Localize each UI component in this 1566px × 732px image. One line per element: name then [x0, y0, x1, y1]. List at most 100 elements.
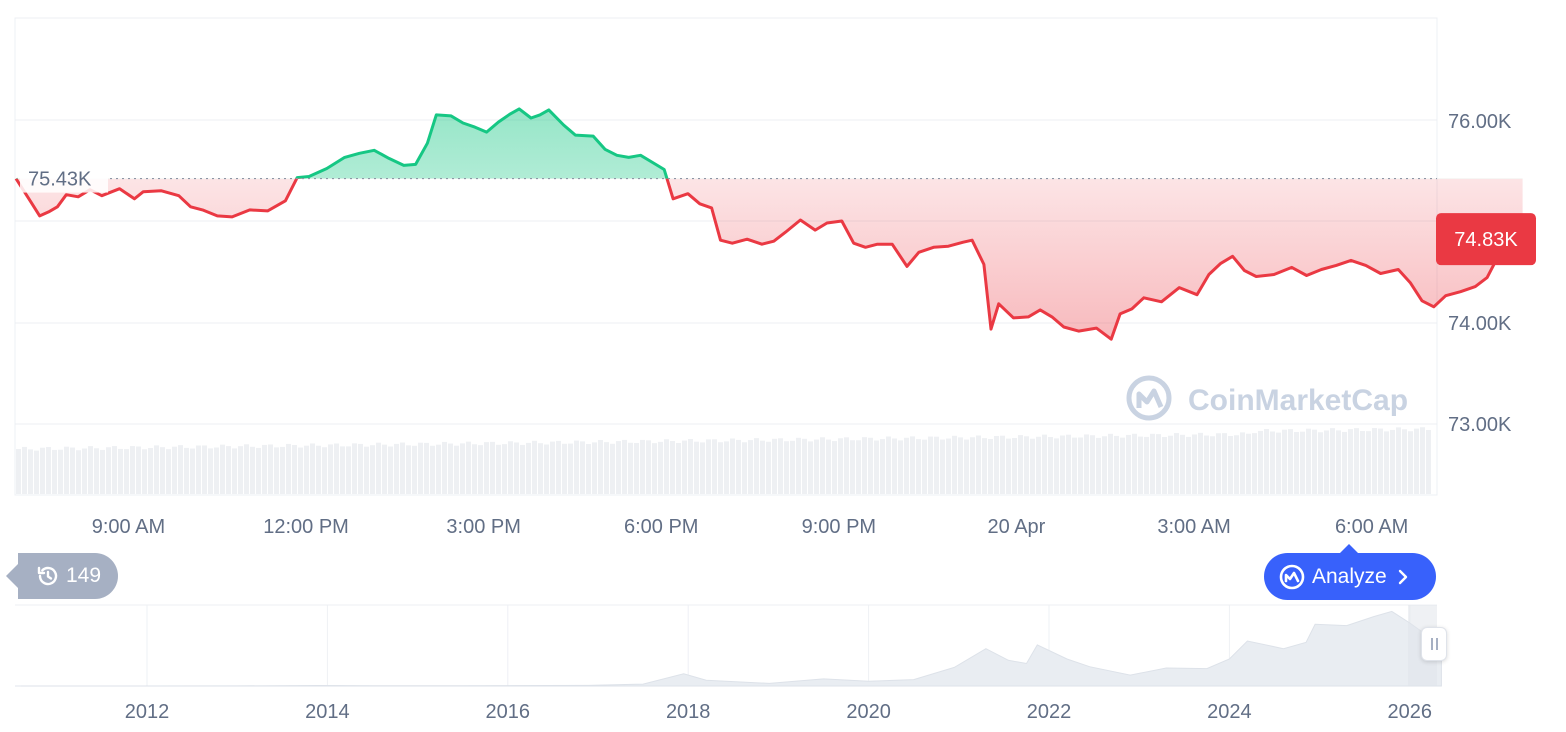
overview-area	[20, 610, 1442, 687]
volume-bar	[658, 441, 663, 494]
volume-bar	[604, 442, 609, 494]
volume-bar	[538, 443, 543, 494]
volume-bar	[460, 443, 465, 494]
volume-bar	[1294, 432, 1299, 494]
volume-bar	[850, 440, 855, 494]
volume-bar	[874, 440, 879, 494]
volume-bar	[1030, 438, 1035, 494]
overview-x-tick-label: 2020	[846, 701, 891, 723]
volume-bar	[238, 446, 243, 494]
volume-bar	[88, 446, 93, 494]
volume-bar	[1012, 438, 1017, 494]
volume-bar	[1102, 436, 1107, 494]
volume-bar	[1198, 432, 1203, 494]
volume-bar	[640, 439, 645, 494]
history-button[interactable]: 149	[6, 553, 118, 599]
volume-bar	[646, 440, 651, 494]
volume-bar	[526, 442, 531, 494]
volume-bar	[766, 441, 771, 494]
volume-bar	[598, 439, 603, 494]
volume-bar	[484, 442, 489, 494]
volume-bar	[1282, 429, 1287, 494]
volume-bar	[448, 443, 453, 494]
volume-bar	[28, 449, 33, 494]
x-tick-label: 20 Apr	[988, 516, 1046, 538]
volume-bar	[364, 446, 369, 494]
overview-x-tick-label: 2024	[1207, 701, 1252, 723]
volume-bar	[616, 441, 621, 494]
volume-bar	[892, 438, 897, 494]
volume-bar	[1324, 430, 1329, 494]
volume-bar	[424, 442, 429, 494]
volume-bar	[1162, 436, 1167, 494]
volume-bar	[670, 441, 675, 494]
volume-bar	[580, 441, 585, 494]
volume-bar	[394, 443, 399, 494]
volume-bar	[784, 441, 789, 494]
volume-bar	[556, 440, 561, 494]
watermark	[1126, 375, 1172, 421]
volume-bar	[508, 441, 513, 494]
volume-bar	[502, 444, 507, 494]
volume-bar	[1210, 436, 1215, 494]
volume-bar	[406, 445, 411, 494]
volume-bar	[1192, 434, 1197, 494]
volume-bar	[244, 444, 249, 494]
volume-bar	[550, 441, 555, 494]
volume-bar	[1336, 430, 1341, 494]
x-tick-label: 3:00 AM	[1157, 516, 1230, 538]
volume-bar	[520, 444, 525, 494]
volume-bar	[256, 447, 261, 494]
volume-bar	[250, 446, 255, 494]
volume-bar	[496, 444, 501, 494]
analyze-button[interactable]: Analyze	[1264, 544, 1436, 600]
volume-bar	[754, 438, 759, 494]
y-tick-label: 74.00K	[1448, 313, 1512, 335]
volume-bar	[268, 444, 273, 494]
volume-bar	[298, 447, 303, 494]
volume-bar	[1252, 433, 1257, 494]
volume-bar	[1222, 433, 1227, 494]
volume-bar	[628, 442, 633, 494]
volume-bar	[1348, 429, 1353, 494]
volume-bar	[682, 440, 687, 494]
price-line-down	[14, 178, 1524, 341]
volume-bar	[442, 441, 447, 494]
volume-bar	[730, 438, 735, 494]
analyze-label: Analyze	[1312, 564, 1387, 588]
volume-bar	[1174, 433, 1179, 494]
volume-bar	[286, 443, 291, 494]
volume-bar	[58, 449, 63, 494]
volume-bar	[124, 449, 129, 494]
volume-bar	[376, 442, 381, 494]
volume-bar	[226, 446, 231, 494]
volume-bar	[862, 437, 867, 494]
volume-bar	[676, 443, 681, 494]
volume-bar	[868, 437, 873, 494]
volume-bar	[1204, 435, 1209, 494]
baseline-label-bg	[20, 164, 108, 193]
x-tick-label: 6:00 AM	[1335, 516, 1408, 538]
volume-bar	[1126, 434, 1131, 494]
volume-bar	[1114, 435, 1119, 494]
volume-bar	[40, 447, 45, 494]
volume-bar	[718, 442, 723, 494]
volume-bar	[1330, 428, 1335, 494]
x-tick-label: 9:00 AM	[92, 516, 165, 538]
current-price-badge	[1436, 213, 1536, 266]
history-count: 149	[66, 564, 102, 587]
watermark-text: CoinMarketCap	[1188, 384, 1408, 417]
volume-bar	[70, 447, 75, 494]
volume-bar	[16, 449, 21, 494]
volume-bar	[1426, 429, 1431, 494]
x-tick-label: 6:00 PM	[624, 516, 698, 538]
volume-bar	[388, 446, 393, 494]
volume-bar	[814, 439, 819, 494]
pause-icon[interactable]	[1421, 627, 1447, 661]
volume-bar	[220, 444, 225, 494]
overview-x-tick-label: 2012	[125, 701, 170, 723]
volume-bar	[544, 444, 549, 494]
y-tick-label: 73.00K	[1448, 414, 1512, 436]
volume-bar	[1018, 435, 1023, 494]
